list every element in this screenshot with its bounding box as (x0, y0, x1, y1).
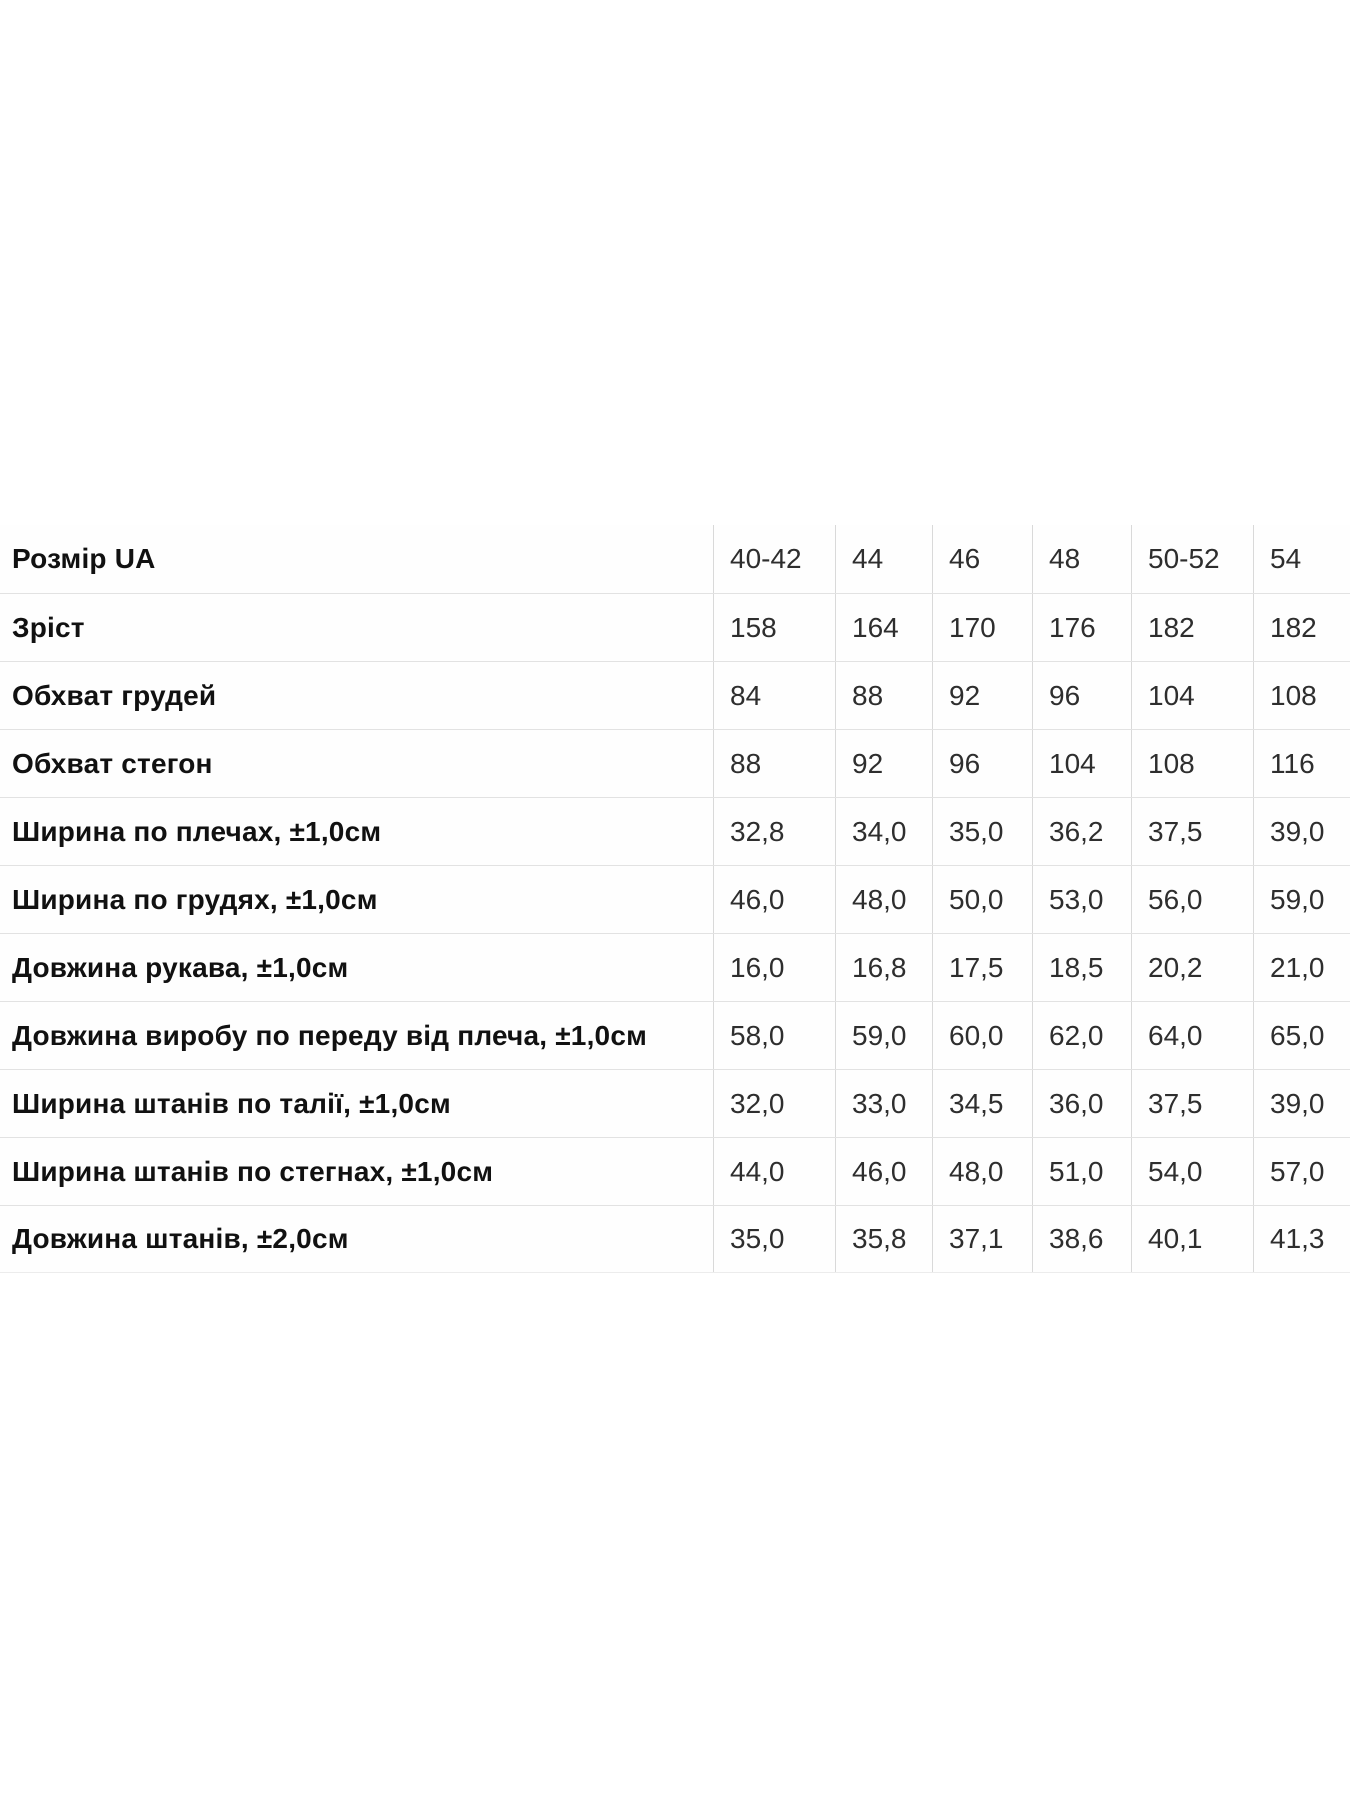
cell-value: 64,0 (1131, 1002, 1253, 1069)
cell-value: 17,5 (932, 934, 1032, 1001)
cell-value: 16,8 (835, 934, 932, 1001)
cell-value: 32,0 (713, 1070, 835, 1137)
cell-value: 40,1 (1131, 1206, 1253, 1272)
table-row: Зріст 158 164 170 176 182 182 (0, 593, 1350, 661)
cell-value: 176 (1032, 594, 1131, 661)
cell-value: 35,8 (835, 1206, 932, 1272)
row-label: Ширина по грудях, ±1,0см (12, 883, 378, 915)
cell-value: 104 (1032, 730, 1131, 797)
cell-value: 88 (835, 662, 932, 729)
cell-value: 16,0 (713, 934, 835, 1001)
row-label: Ширина штанів по стегнах, ±1,0см (12, 1155, 494, 1187)
cell-value: 88 (713, 730, 835, 797)
cell-value: 44 (835, 525, 932, 593)
cell-value: 37,5 (1131, 1070, 1253, 1137)
cell-value: 104 (1131, 662, 1253, 729)
cell-value: 21,0 (1253, 934, 1350, 1001)
cell-value: 54 (1253, 525, 1350, 593)
cell-value: 57,0 (1253, 1138, 1350, 1205)
cell-value: 59,0 (1253, 866, 1350, 933)
cell-value: 36,2 (1032, 798, 1131, 865)
cell-value: 182 (1253, 594, 1350, 661)
cell-value: 33,0 (835, 1070, 932, 1137)
cell-value: 37,5 (1131, 798, 1253, 865)
cell-value: 44,0 (713, 1138, 835, 1205)
cell-value: 39,0 (1253, 798, 1350, 865)
row-label: Ширина по плечах, ±1,0см (12, 815, 382, 847)
table-row: Обхват стегон 88 92 96 104 108 116 (0, 729, 1350, 797)
row-label: Довжина рукава, ±1,0см (12, 951, 349, 983)
table-row: Довжина штанів, ±2,0см 35,0 35,8 37,1 38,6 40… (0, 1205, 1350, 1273)
cell-value: 36,0 (1032, 1070, 1131, 1137)
cell-value: 35,0 (932, 798, 1032, 865)
cell-value: 96 (932, 730, 1032, 797)
row-label: Довжина виробу по переду від плеча, ±1,0… (12, 1019, 648, 1051)
cell-value: 50-52 (1131, 525, 1253, 593)
table-row: Довжина виробу по переду від плеча, ±1,0… (0, 1001, 1350, 1069)
cell-value: 53,0 (1032, 866, 1131, 933)
cell-value: 65,0 (1253, 1002, 1350, 1069)
row-label: Зріст (12, 611, 85, 643)
cell-value: 108 (1131, 730, 1253, 797)
cell-value: 20,2 (1131, 934, 1253, 1001)
row-label: Обхват грудей (12, 679, 217, 711)
cell-value: 182 (1131, 594, 1253, 661)
table-row: Довжина рукава, ±1,0см 16,0 16,8 17,5 18,5 20… (0, 933, 1350, 1001)
cell-value: 158 (713, 594, 835, 661)
cell-value: 56,0 (1131, 866, 1253, 933)
row-label: Обхват стегон (12, 747, 213, 779)
row-label: Розмір UA (12, 543, 156, 574)
cell-value: 58,0 (713, 1002, 835, 1069)
cell-value: 96 (1032, 662, 1131, 729)
cell-value: 40-42 (713, 525, 835, 593)
cell-value: 46,0 (713, 866, 835, 933)
cell-value: 92 (835, 730, 932, 797)
table-row: Ширина по плечах, ±1,0см 32,8 34,0 35,0 36,2… (0, 797, 1350, 865)
cell-value: 51,0 (1032, 1138, 1131, 1205)
cell-value: 60,0 (932, 1002, 1032, 1069)
cell-value: 59,0 (835, 1002, 932, 1069)
cell-value: 39,0 (1253, 1070, 1350, 1137)
cell-value: 116 (1253, 730, 1350, 797)
cell-value: 46,0 (835, 1138, 932, 1205)
cell-value: 92 (932, 662, 1032, 729)
cell-value: 32,8 (713, 798, 835, 865)
cell-value: 41,3 (1253, 1206, 1350, 1272)
table-row: Ширина штанів по стегнах, ±1,0см 44,0 46,0… (0, 1137, 1350, 1205)
cell-value: 164 (835, 594, 932, 661)
cell-value: 170 (932, 594, 1032, 661)
cell-value: 34,0 (835, 798, 932, 865)
row-label: Ширина штанів по талії, ±1,0см (12, 1087, 451, 1119)
cell-value: 62,0 (1032, 1002, 1131, 1069)
cell-value: 108 (1253, 662, 1350, 729)
row-label: Довжина штанів, ±2,0см (12, 1223, 349, 1254)
cell-value: 48,0 (835, 866, 932, 933)
cell-value: 48 (1032, 525, 1131, 593)
size-chart-table: Розмір UA 40-42 44 46 48 50-52 54 Зріст 158 164 17… (0, 525, 1350, 1273)
cell-value: 38,6 (1032, 1206, 1131, 1272)
cell-value: 37,1 (932, 1206, 1032, 1272)
cell-value: 34,5 (932, 1070, 1032, 1137)
cell-value: 48,0 (932, 1138, 1032, 1205)
table-row: Ширина по грудях, ±1,0см 46,0 48,0 50,0 53,0… (0, 865, 1350, 933)
cell-value: 50,0 (932, 866, 1032, 933)
cell-value: 84 (713, 662, 835, 729)
cell-value: 54,0 (1131, 1138, 1253, 1205)
cell-value: 46 (932, 525, 1032, 593)
table-row: Ширина штанів по талії, ±1,0см 32,0 33,0 34… (0, 1069, 1350, 1137)
table-row: Розмір UA 40-42 44 46 48 50-52 54 (0, 525, 1350, 593)
cell-value: 18,5 (1032, 934, 1131, 1001)
cell-value: 35,0 (713, 1206, 835, 1272)
table-row: Обхват грудей 84 88 92 96 104 108 (0, 661, 1350, 729)
